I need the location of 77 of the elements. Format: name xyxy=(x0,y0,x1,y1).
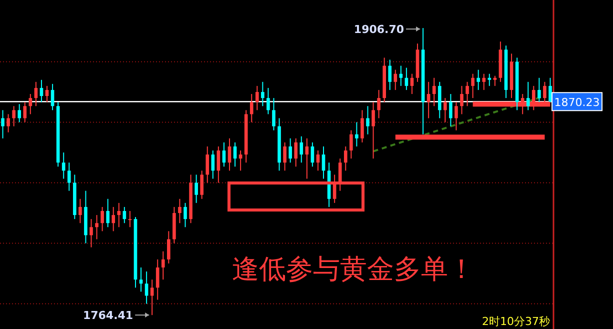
candlestick xyxy=(349,130,353,160)
candlestick xyxy=(206,146,210,184)
candlestick xyxy=(161,250,165,280)
candlestick xyxy=(112,206,116,232)
candlestick xyxy=(90,218,93,248)
candlestick xyxy=(377,89,380,119)
candlestick xyxy=(100,206,104,232)
annotation: 1764.41 xyxy=(82,309,134,322)
candlestick xyxy=(310,142,314,168)
candlestick xyxy=(404,67,408,90)
candlestick xyxy=(194,174,198,204)
candlestick xyxy=(548,77,552,103)
ref-line-label: 1870.23 xyxy=(554,96,600,110)
candlestick xyxy=(156,258,160,300)
candlestick xyxy=(12,106,16,127)
candlestick xyxy=(488,73,492,86)
candlestick xyxy=(366,106,370,135)
candlestick xyxy=(338,158,342,192)
candlestick xyxy=(128,210,132,228)
candlestick xyxy=(67,162,71,192)
candlestick xyxy=(1,110,4,139)
candlestick xyxy=(6,114,10,133)
candlestick xyxy=(211,150,215,180)
candlestick xyxy=(316,150,320,172)
candlestick xyxy=(410,73,414,94)
candlestick xyxy=(261,81,264,107)
candlestick xyxy=(45,85,49,103)
candlestick xyxy=(62,152,66,180)
candlestick xyxy=(460,85,464,115)
candlestick xyxy=(28,94,32,115)
annotation: 逢低参与黄金多单！ xyxy=(232,254,475,285)
candlestick xyxy=(106,198,110,228)
candlestick xyxy=(466,81,469,107)
candlestick xyxy=(476,69,480,90)
candlestick xyxy=(322,146,326,180)
candlestick xyxy=(272,98,276,131)
candlestick xyxy=(355,122,358,147)
candlestick xyxy=(432,77,436,107)
candlestick xyxy=(216,146,220,184)
candlestick xyxy=(305,138,309,180)
candlestick xyxy=(288,138,292,164)
candlestick xyxy=(344,146,348,172)
candlestick xyxy=(294,138,298,168)
candlestick xyxy=(482,73,486,90)
candlestick xyxy=(471,73,474,99)
candlestick xyxy=(184,202,187,228)
candlestick xyxy=(449,94,452,127)
annotation: 2时10分37秒 xyxy=(482,315,550,328)
candlestick xyxy=(228,138,232,172)
candlestick xyxy=(23,102,27,123)
candlestick xyxy=(50,83,54,111)
candlestick xyxy=(122,206,126,224)
candlestick xyxy=(526,81,530,111)
candlestick xyxy=(250,94,254,123)
candlestick xyxy=(454,102,458,131)
candlestick xyxy=(95,214,98,240)
candlestick xyxy=(150,279,154,316)
candlestick xyxy=(372,102,375,160)
candlestick xyxy=(300,136,304,164)
candlestick xyxy=(444,98,447,123)
candlestick xyxy=(18,104,22,123)
candlestick xyxy=(167,230,170,264)
candlestick xyxy=(283,142,286,172)
candlestick xyxy=(200,170,204,200)
candlestick xyxy=(394,69,398,90)
annotation: 1906.70 xyxy=(354,23,404,36)
candlestick xyxy=(388,59,392,90)
candlestick xyxy=(360,110,364,143)
candlestick xyxy=(538,77,541,103)
candlestick xyxy=(255,85,259,111)
candlestick xyxy=(266,87,270,115)
candlestick xyxy=(117,202,121,228)
candlestick xyxy=(40,79,44,103)
candlestick xyxy=(78,198,82,224)
candlestick xyxy=(426,81,430,119)
candlestick xyxy=(178,198,182,224)
candlestick xyxy=(34,81,38,107)
